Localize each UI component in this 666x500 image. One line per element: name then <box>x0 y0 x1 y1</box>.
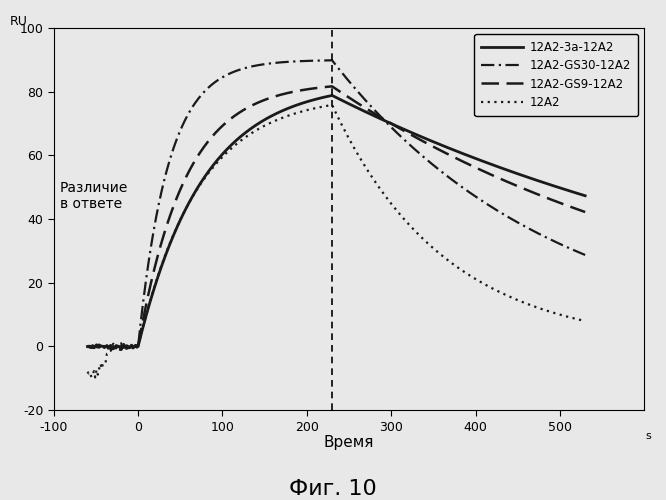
12A2 <box>382 194 390 200</box>
12A2-GS9-12A2 <box>576 207 584 213</box>
12A2-3а-12A2 <box>489 162 497 168</box>
Line: 12A2-3а-12A2: 12A2-3а-12A2 <box>87 96 585 350</box>
12A2 <box>355 154 363 160</box>
12A2-3а-12A2 <box>120 344 128 349</box>
12A2-3а-12A2 <box>117 346 125 352</box>
Text: RU: RU <box>9 15 27 28</box>
12A2-3а-12A2 <box>581 192 589 198</box>
12A2-GS9-12A2 <box>206 135 214 141</box>
12A2-GS9-12A2 <box>581 209 589 215</box>
12A2-GS30-12A2 <box>206 82 214 88</box>
Line: 12A2: 12A2 <box>87 105 585 378</box>
12A2-3а-12A2 <box>328 92 336 98</box>
12A2-GS9-12A2 <box>382 118 390 124</box>
12A2-3а-12A2 <box>355 106 363 112</box>
12A2-GS9-12A2 <box>83 344 91 350</box>
12A2-3а-12A2 <box>83 344 91 349</box>
12A2-GS9-12A2 <box>489 172 497 178</box>
12A2-3а-12A2 <box>206 166 214 172</box>
Line: 12A2-GS9-12A2: 12A2-GS9-12A2 <box>87 86 585 349</box>
12A2-GS30-12A2 <box>576 250 584 256</box>
12A2 <box>581 318 589 324</box>
12A2-3а-12A2 <box>576 191 584 197</box>
12A2-GS30-12A2 <box>119 342 127 348</box>
12A2-GS9-12A2 <box>355 101 363 107</box>
12A2-GS30-12A2 <box>489 205 497 211</box>
12A2 <box>91 374 99 380</box>
12A2 <box>83 368 91 374</box>
Line: 12A2-GS30-12A2: 12A2-GS30-12A2 <box>87 60 585 348</box>
12A2-GS30-12A2 <box>124 346 132 352</box>
X-axis label: Время: Время <box>324 435 374 450</box>
12A2-GS9-12A2 <box>108 346 116 352</box>
12A2 <box>489 286 497 292</box>
12A2-GS30-12A2 <box>83 344 91 349</box>
Text: Фиг. 10: Фиг. 10 <box>289 479 377 499</box>
12A2 <box>576 317 584 323</box>
Text: s: s <box>645 431 651 441</box>
Text: Различие
в ответе: Различие в ответе <box>60 181 128 211</box>
12A2 <box>206 167 214 173</box>
12A2 <box>120 341 128 347</box>
12A2-GS30-12A2 <box>581 252 589 258</box>
12A2-GS30-12A2 <box>355 90 363 96</box>
Legend: 12A2-3а-12A2, 12A2-GS30-12A2, 12A2-GS9-12A2, 12A2: 12A2-3а-12A2, 12A2-GS30-12A2, 12A2-GS9-1… <box>474 34 638 116</box>
12A2-GS30-12A2 <box>382 120 390 126</box>
12A2-GS30-12A2 <box>328 58 336 64</box>
12A2-GS9-12A2 <box>328 84 336 89</box>
12A2-3а-12A2 <box>382 118 390 124</box>
12A2-GS9-12A2 <box>120 344 128 349</box>
12A2 <box>328 102 336 108</box>
